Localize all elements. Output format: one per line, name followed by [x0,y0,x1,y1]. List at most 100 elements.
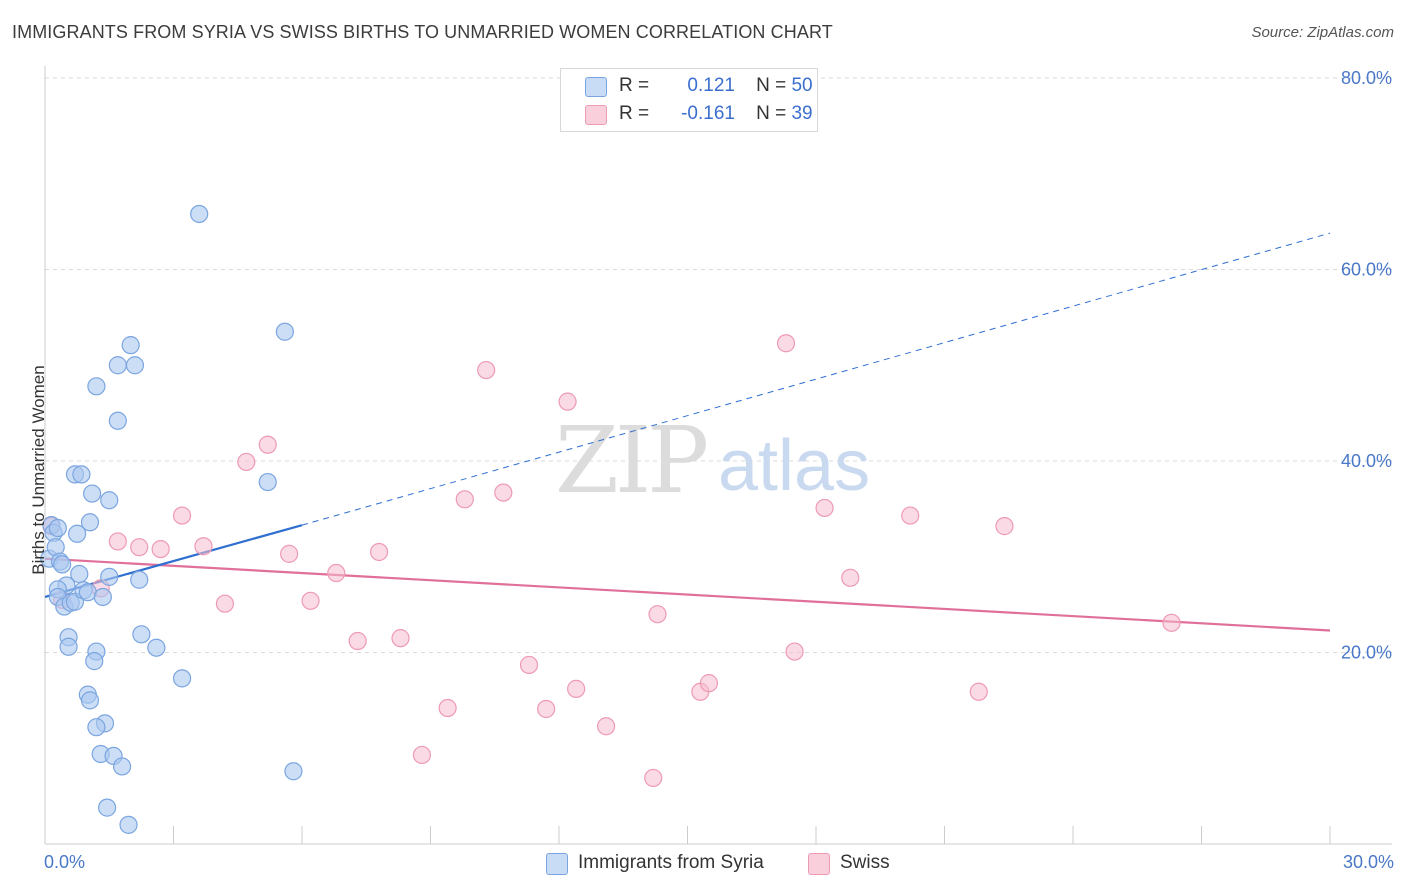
legend-text-swiss: R = -0.161 N = 39 [619,103,813,125]
legend-n-value: 39 [791,103,813,124]
legend-swatch-swiss [585,105,607,125]
legend-n-label: N = [756,103,787,124]
point-swiss [901,506,920,525]
point-syria [258,472,277,492]
point-syria [100,491,119,510]
legend-n-value: 50 [791,75,813,96]
point-syria [125,356,145,375]
y-tick-labels: 20.0% 40.0% 60.0% 80.0% [1341,68,1392,663]
watermark: ZIP atlas [555,407,870,514]
point-syria [78,583,97,602]
legend-swatch-syria [585,77,607,97]
point-swiss [537,699,556,719]
point-syria [80,691,100,710]
point-syria [190,204,209,224]
bottom-legend-swatch-syria [546,853,568,875]
y-tick-label: 40.0% [1341,451,1392,471]
point-swiss [370,542,389,562]
legend-r-label: R = [619,75,650,96]
point-swiss [130,538,149,557]
point-swiss [815,498,834,518]
point-swiss [215,594,234,613]
point-syria [172,669,192,688]
bottom-legend-swatch-swiss [808,853,830,875]
x-tick-label-max: 30.0% [1342,852,1394,872]
point-swiss [258,435,277,454]
bottom-legend-label-syria: Immigrants from Syria [578,852,764,873]
bottom-legend-label-swiss: Swiss [840,852,890,873]
point-swiss [348,631,367,651]
source-credit: Source: ZipAtlas.com [1251,24,1394,41]
chart-title: IMMIGRANTS FROM SYRIA VS SWISS BIRTHS TO… [12,22,833,42]
point-swiss [280,544,299,563]
point-swiss [776,334,796,353]
point-swiss [841,568,860,587]
point-swiss [108,532,127,551]
point-swiss [558,392,577,411]
point-swiss [391,629,410,648]
point-syria [130,570,149,589]
point-swiss [438,698,457,718]
point-syria [121,336,140,355]
point-syria [132,625,151,644]
point-syria [147,638,166,657]
point-swiss [995,517,1014,536]
data-points [40,204,1181,834]
gridlines [45,77,1392,653]
stats-legend: R = 0.121 N = 50 R = -0.161 N = 39 [560,68,818,132]
point-syria [275,322,294,341]
point-syria [284,762,303,781]
legend-r-value: 0.121 [687,75,735,96]
x-tick-label-min: 0.0% [44,852,86,872]
point-swiss [327,563,346,583]
point-syria [98,798,117,817]
point-swiss [519,655,539,675]
point-syria [112,757,132,776]
trend-line-syria-dashed [301,232,1331,526]
point-swiss [455,490,474,509]
axes [44,66,1392,845]
legend-text-syria: R = 0.121 N = 50 [619,75,813,97]
y-axis-label: Births to Unmarried Women [29,365,48,575]
point-swiss [477,360,496,380]
legend-n-label: N = [756,75,787,96]
y-tick-label: 20.0% [1341,643,1392,663]
point-swiss [644,768,663,788]
point-syria [70,564,89,584]
y-tick-label: 80.0% [1341,68,1392,88]
point-swiss [301,591,320,610]
point-swiss [237,452,256,472]
point-syria [72,465,91,484]
point-syria [119,815,138,834]
point-syria [100,567,119,586]
y-tick-label: 60.0% [1341,260,1392,280]
point-swiss [1162,613,1181,632]
point-swiss [172,506,192,525]
point-syria [93,587,112,607]
watermark-atlas: atlas [718,426,870,506]
point-syria [87,377,106,396]
point-swiss [567,679,586,698]
point-syria [80,513,100,532]
point-syria [87,718,106,737]
point-swiss [648,605,667,624]
point-swiss [969,682,988,701]
watermark-zip: ZIP [555,407,706,514]
point-syria [68,524,87,543]
legend-r-label: R = [619,103,650,124]
legend-r-value: -0.161 [681,103,735,124]
point-swiss [194,537,213,556]
point-swiss [785,642,804,661]
point-syria [108,411,127,430]
point-syria [53,555,72,574]
trend-line-swiss [44,557,1331,632]
point-syria [108,356,127,375]
point-syria [48,518,67,538]
point-swiss [597,717,616,736]
point-swiss [494,483,513,502]
point-syria [59,637,78,656]
point-swiss [151,539,170,559]
point-syria [83,484,102,503]
point-swiss [412,745,432,765]
